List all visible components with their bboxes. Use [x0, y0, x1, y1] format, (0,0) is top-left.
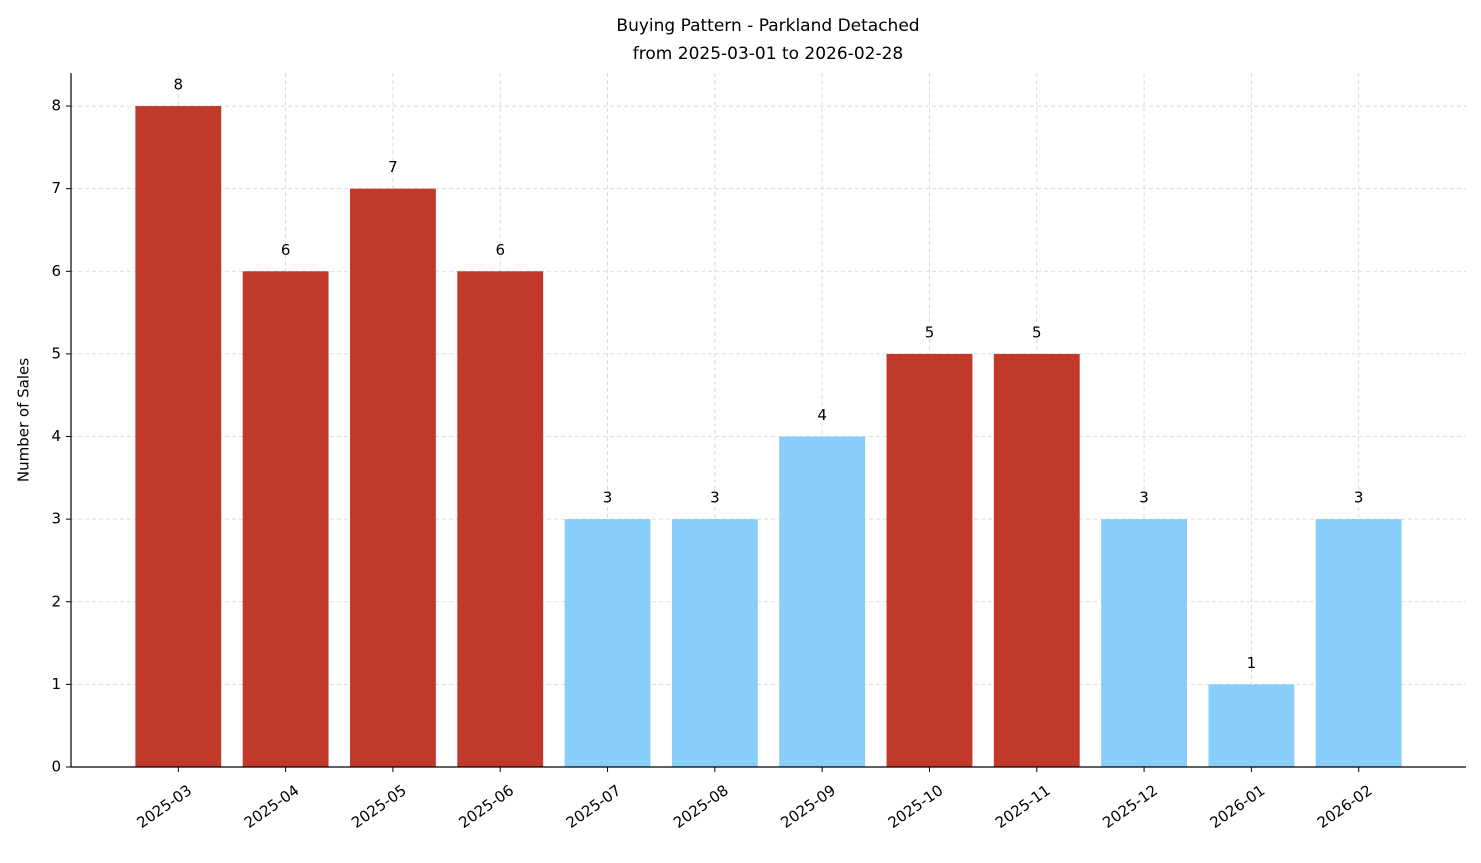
- y-tick-label: 0: [51, 758, 61, 776]
- x-tick-label: 2025-05: [348, 781, 410, 832]
- x-tick-label: 2026-01: [1207, 781, 1269, 832]
- x-tick-label: 2025-12: [1099, 781, 1161, 832]
- y-tick-label: 4: [51, 427, 61, 445]
- data-label: 6: [281, 241, 291, 259]
- x-tick-label: 2025-08: [670, 781, 732, 832]
- y-tick-label: 3: [51, 510, 61, 528]
- data-label: 5: [1032, 323, 1042, 341]
- data-label: 4: [817, 406, 827, 424]
- data-label: 3: [603, 489, 613, 507]
- data-label: 7: [388, 158, 398, 176]
- bar: [457, 271, 544, 767]
- bar: [242, 271, 329, 767]
- y-tick-label: 2: [51, 592, 61, 610]
- y-tick-label: 7: [51, 179, 61, 197]
- bar: [1315, 519, 1402, 767]
- data-label: 5: [925, 323, 935, 341]
- data-label: 3: [710, 489, 720, 507]
- bar: [1208, 684, 1295, 767]
- bar: [886, 353, 973, 767]
- x-tick-label: 2025-11: [992, 781, 1054, 832]
- y-tick-label: 1: [51, 675, 61, 693]
- data-label: 1: [1247, 654, 1257, 672]
- y-tick-label: 5: [51, 344, 61, 362]
- bar: [350, 188, 436, 767]
- bar: [135, 106, 222, 768]
- y-tick-label: 8: [51, 97, 61, 115]
- x-tick-label: 2026-02: [1314, 781, 1376, 832]
- chart-subtitle: from 2025-03-01 to 2026-02-28: [633, 44, 903, 64]
- bar: [779, 436, 866, 767]
- chart-title: Buying Pattern - Parkland Detached: [616, 16, 919, 36]
- x-tick-label: 2025-07: [563, 781, 625, 832]
- bar: [993, 353, 1080, 767]
- x-tick-label: 2025-06: [455, 781, 517, 832]
- bar: [1101, 519, 1187, 767]
- x-tick-label: 2025-04: [241, 781, 303, 832]
- x-tick-label: 2025-09: [777, 781, 839, 832]
- x-tick-label: 2025-03: [134, 781, 196, 832]
- bar: [564, 519, 651, 767]
- data-label: 3: [1354, 489, 1364, 507]
- data-label: 8: [174, 76, 184, 94]
- y-tick-label: 6: [51, 262, 61, 280]
- x-tick-label: 2025-10: [885, 781, 947, 832]
- data-label: 6: [495, 241, 505, 259]
- y-axis-label: Number of Sales: [15, 358, 33, 482]
- data-label: 3: [1139, 489, 1149, 507]
- bar: [671, 519, 758, 767]
